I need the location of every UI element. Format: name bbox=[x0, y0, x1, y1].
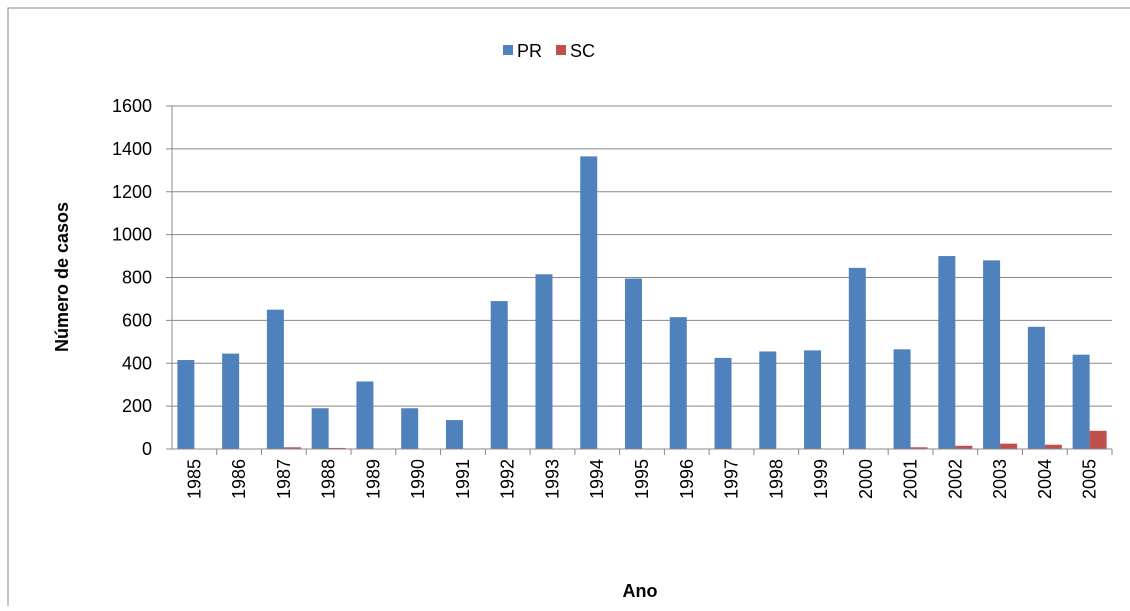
bar bbox=[804, 350, 822, 449]
x-tick-label: 1996 bbox=[677, 459, 697, 499]
bar bbox=[625, 278, 642, 449]
bar bbox=[910, 447, 928, 449]
x-tick-label: 1992 bbox=[498, 459, 518, 499]
legend-swatch bbox=[503, 45, 513, 55]
bar bbox=[222, 353, 240, 449]
y-tick-label: 1400 bbox=[112, 139, 152, 159]
y-axis-title: Número de casos bbox=[52, 202, 72, 352]
bar bbox=[1044, 444, 1062, 449]
y-tick-label: 0 bbox=[142, 439, 152, 459]
bar bbox=[535, 274, 553, 449]
x-tick-label: 2000 bbox=[856, 459, 876, 499]
bar bbox=[1027, 326, 1045, 449]
x-tick-label: 1997 bbox=[722, 459, 742, 499]
legend-label: PR bbox=[517, 41, 542, 61]
bar bbox=[490, 301, 508, 449]
y-tick-label: 200 bbox=[122, 396, 152, 416]
bar bbox=[938, 256, 956, 449]
bar bbox=[445, 420, 463, 449]
bar bbox=[955, 445, 973, 449]
x-axis-title: Ano bbox=[623, 581, 658, 601]
bar bbox=[328, 447, 346, 449]
x-tick-label: 1994 bbox=[587, 459, 607, 499]
x-tick-label: 2004 bbox=[1035, 459, 1055, 499]
bar bbox=[1072, 354, 1090, 449]
bar bbox=[1000, 443, 1018, 449]
bar bbox=[1089, 430, 1107, 449]
chart-frame bbox=[7, 7, 1130, 611]
bar bbox=[893, 349, 911, 449]
x-tick-label: 1999 bbox=[811, 459, 831, 499]
bar bbox=[311, 408, 329, 449]
legend-swatch bbox=[556, 45, 567, 55]
bar bbox=[983, 260, 1001, 449]
x-tick-label: 1991 bbox=[453, 459, 473, 499]
bar bbox=[669, 317, 687, 449]
y-tick-label: 600 bbox=[122, 310, 152, 330]
x-tick-label: 1986 bbox=[229, 459, 249, 499]
legend-label: SC bbox=[570, 41, 595, 61]
x-tick-label: 2002 bbox=[945, 459, 965, 499]
bar bbox=[714, 357, 732, 449]
x-tick-label: 2003 bbox=[990, 459, 1010, 499]
x-tick-label: 1998 bbox=[766, 459, 786, 499]
x-tick-label: 1995 bbox=[632, 459, 652, 499]
x-tick-label: 1985 bbox=[184, 459, 204, 499]
y-tick-label: 1000 bbox=[112, 225, 152, 245]
y-tick-label: 1600 bbox=[112, 96, 152, 116]
x-tick-label: 1989 bbox=[363, 459, 383, 499]
x-tick-label: 1988 bbox=[319, 459, 339, 499]
bar bbox=[580, 156, 598, 450]
x-tick-label: 1990 bbox=[408, 459, 428, 499]
x-tick-label: 1993 bbox=[542, 459, 562, 499]
y-tick-label: 1200 bbox=[112, 182, 152, 202]
bar bbox=[283, 447, 301, 449]
y-tick-label: 800 bbox=[122, 268, 152, 288]
bar bbox=[266, 309, 284, 449]
y-tick-label: 400 bbox=[122, 353, 152, 373]
bar bbox=[401, 408, 419, 449]
bar bbox=[848, 267, 866, 449]
x-tick-label: 1987 bbox=[274, 459, 294, 499]
bar bbox=[759, 351, 777, 449]
bar bbox=[356, 381, 374, 449]
x-tick-label: 2005 bbox=[1080, 459, 1100, 499]
x-tick-label: 2001 bbox=[901, 459, 921, 499]
bar bbox=[177, 360, 195, 449]
